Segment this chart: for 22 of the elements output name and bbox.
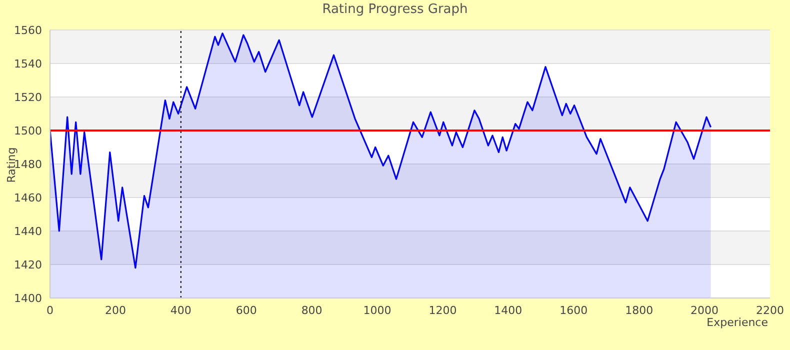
y-tick-label: 1460 [14, 191, 42, 204]
x-axis-title: Experience [706, 316, 768, 329]
y-tick-label: 1520 [14, 90, 42, 104]
y-tick-label: 1400 [14, 292, 42, 305]
x-tick-label: 1400 [494, 304, 522, 317]
y-tick-label: 1560 [14, 24, 42, 37]
x-tick-label: 1600 [560, 304, 588, 317]
x-tick-label: 200 [104, 304, 126, 317]
y-tick-label: 1420 [14, 258, 42, 272]
x-tick-label: 1800 [625, 304, 654, 317]
x-tick-label: 0 [46, 304, 54, 317]
x-tick-label: 1200 [428, 304, 457, 317]
y-tick-label: 1540 [14, 57, 42, 70]
chart-title: Rating Progress Graph [321, 2, 469, 17]
x-tick-label: 2000 [690, 304, 719, 317]
x-tick-label: 1000 [363, 304, 392, 317]
x-tick-label: 2200 [756, 304, 784, 317]
y-tick-label: 1440 [14, 224, 42, 238]
y-tick-label: 1500 [14, 124, 42, 138]
x-tick-label: 600 [236, 304, 257, 317]
x-tick-label: 800 [301, 304, 322, 317]
x-tick-label: 400 [170, 304, 192, 317]
